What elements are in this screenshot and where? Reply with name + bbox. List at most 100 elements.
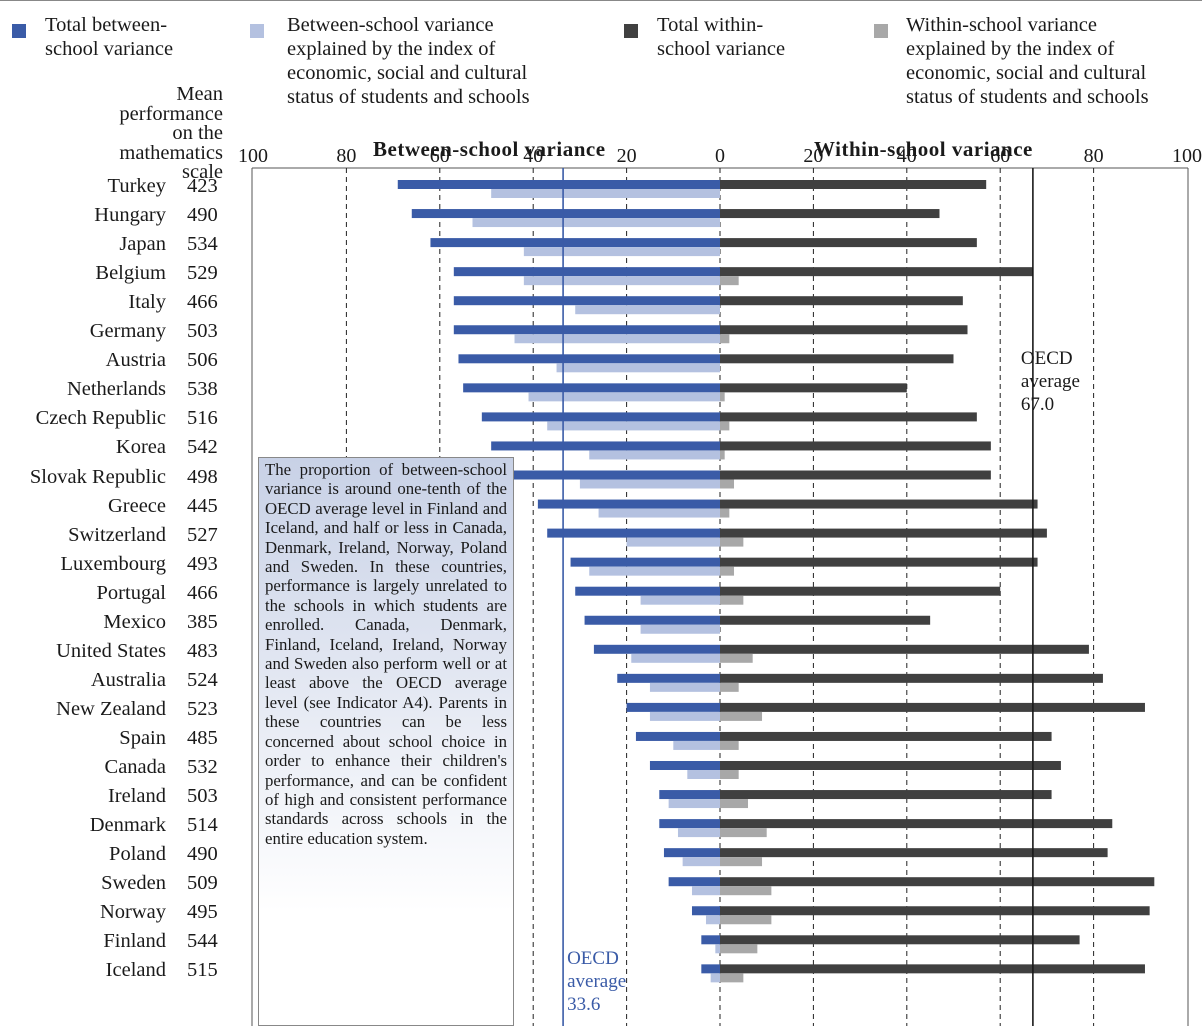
bar-total-between: [575, 586, 720, 596]
legend-line: economic, social and cultural: [906, 62, 1147, 84]
bar-explained-within: [720, 915, 772, 925]
tick-label: 80: [1083, 145, 1104, 167]
bar-explained-within: [720, 770, 739, 779]
country-label: Turkey: [107, 175, 166, 197]
country-label: Poland: [109, 843, 166, 866]
bar-explained-within: [720, 653, 753, 663]
bar-total-within: [720, 673, 1103, 683]
country-label: Slovak Republic: [29, 465, 166, 488]
bar-explained-between: [682, 857, 720, 867]
tick-label: 40: [896, 145, 917, 167]
bar-explained-within: [720, 740, 739, 750]
legend-line: status of students and schools: [287, 86, 530, 108]
bar-explained-between: [491, 189, 720, 198]
bar-total-within: [720, 557, 1038, 567]
mean-header-line: performance: [119, 102, 223, 125]
bar-total-within: [720, 470, 991, 480]
legend-label-total-between: Total between- school variance: [45, 13, 173, 61]
legend-line: explained by the index of: [906, 38, 1115, 60]
country-label: Korea: [115, 436, 166, 459]
bar-explained-within: [720, 595, 744, 605]
bar-explained-between: [710, 973, 720, 983]
country-label: Netherlands: [66, 378, 166, 401]
bar-total-between: [411, 209, 720, 219]
legend-line: Total within-: [657, 14, 764, 36]
bar-total-between: [495, 470, 720, 480]
bar-explained-between: [523, 247, 720, 257]
bar-total-within: [720, 848, 1108, 858]
bar-total-within: [720, 819, 1113, 829]
mean-score: 523: [187, 697, 218, 720]
tick-label: 100: [1172, 145, 1202, 167]
bar-explained-within: [720, 566, 735, 576]
mean-score: 524: [187, 668, 218, 691]
mean-score: 423: [187, 175, 218, 197]
bar-explained-within: [720, 537, 744, 547]
mean-score: 534: [187, 233, 218, 256]
bar-explained-between: [649, 711, 720, 721]
country-label: New Zealand: [56, 697, 166, 720]
country-label: Iceland: [105, 959, 166, 982]
left-section-title: Between-school variance: [373, 137, 606, 161]
tick-label: 80: [336, 145, 357, 167]
bar-total-between: [617, 673, 720, 683]
country-label: Hungary: [94, 204, 166, 227]
bar-explained-between: [640, 595, 720, 605]
bar-explained-within: [720, 334, 730, 344]
tick-label: 0: [715, 145, 725, 167]
bar-explained-between: [673, 740, 720, 750]
bar-explained-between: [589, 566, 720, 576]
bar-total-within: [720, 209, 940, 219]
mean-score: 516: [187, 407, 218, 430]
legend-line: Total between-: [45, 14, 168, 36]
bar-total-between: [430, 238, 720, 248]
bar-total-within: [720, 528, 1047, 538]
legend-line: explained by the index of: [287, 38, 496, 60]
bar-total-between: [649, 761, 720, 770]
bar-explained-between: [589, 450, 720, 460]
bar-explained-between: [514, 334, 720, 344]
oecd-average-label-line: average: [1020, 371, 1080, 392]
mean-score: 483: [187, 639, 218, 662]
mean-score: 495: [187, 901, 218, 924]
bar-total-within: [720, 615, 931, 625]
mean-score: 493: [187, 552, 218, 575]
bar-explained-between: [523, 276, 720, 286]
annotation-box: The proportion of between-school varianc…: [258, 457, 514, 1026]
bar-explained-within: [720, 682, 739, 692]
country-label: Denmark: [89, 814, 166, 837]
mean-score: 490: [187, 204, 218, 227]
mean-score: 485: [187, 726, 218, 749]
bar-explained-between: [705, 915, 720, 925]
bar-total-within: [720, 383, 907, 393]
bar-explained-within: [720, 711, 763, 721]
bar-explained-between: [691, 886, 720, 896]
bar-total-within: [720, 296, 963, 306]
oecd-average-label-line: OECD: [567, 948, 619, 969]
country-label: Portugal: [96, 581, 166, 604]
bar-explained-between: [715, 944, 720, 954]
country-label: Japan: [119, 233, 166, 256]
country-label: Norway: [99, 901, 166, 924]
mean-score: 544: [187, 930, 218, 953]
bar-total-within: [720, 761, 1061, 770]
bar-explained-within: [720, 276, 739, 286]
country-label: Switzerland: [68, 523, 166, 546]
bar-explained-between: [631, 653, 720, 663]
bar-explained-between: [668, 799, 720, 809]
country-label: Czech Republic: [35, 407, 166, 430]
mean-score: 445: [187, 494, 218, 517]
mean-score: 538: [187, 378, 218, 401]
bar-total-within: [720, 238, 977, 248]
bar-explained-between: [528, 392, 720, 402]
oecd-average-label-line: 33.6: [567, 994, 601, 1015]
mean-header-line: mathematics: [119, 141, 223, 164]
bar-total-between: [626, 702, 720, 712]
bar-total-between: [491, 441, 720, 451]
mean-performance-header: Mean performance on the mathematics scal…: [60, 84, 223, 183]
legend-line: status of students and schools: [906, 86, 1149, 108]
bar-explained-within: [720, 828, 767, 838]
country-label: Austria: [105, 349, 166, 372]
tick-label: 100: [238, 145, 268, 167]
bar-total-within: [720, 644, 1089, 654]
